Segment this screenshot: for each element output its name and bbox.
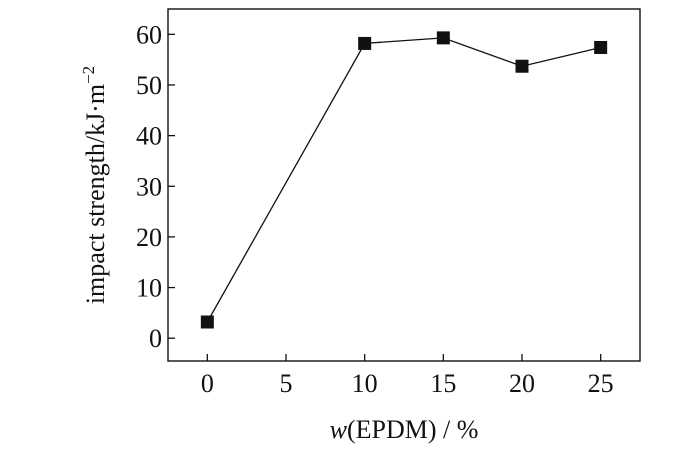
x-tick-label: 20 <box>509 369 535 398</box>
x-tick-label: 15 <box>430 369 456 398</box>
x-tick-label: 0 <box>201 369 214 398</box>
tick-labels: 0 10 20 30 40 50 60 0 5 10 15 20 25 <box>136 20 614 398</box>
data-point <box>594 40 608 54</box>
x-tick-label: 10 <box>352 369 378 398</box>
x-tick-label: 5 <box>280 369 293 398</box>
data-point <box>200 315 214 329</box>
series-markers <box>200 31 608 329</box>
x-tick-label: 25 <box>588 369 614 398</box>
y-axis-title-superscript: −2 <box>79 66 98 84</box>
x-axis-title-variable: w <box>330 415 348 444</box>
plot-frame <box>167 8 641 362</box>
y-tick-label: 30 <box>136 172 162 201</box>
data-point <box>358 36 372 50</box>
y-tick-label: 40 <box>136 122 162 151</box>
y-axis-title: impact strength/kJ·m−2 <box>79 66 110 304</box>
y-tick-label: 50 <box>136 71 162 100</box>
axis-ticks <box>168 33 602 361</box>
y-tick-label: 60 <box>136 20 162 49</box>
series-line <box>206 37 601 323</box>
y-tick-label: 0 <box>149 324 162 353</box>
y-tick-label: 20 <box>136 223 162 252</box>
y-tick-label: 10 <box>136 274 162 303</box>
x-axis-title-rest: (EPDM) / % <box>347 415 478 444</box>
y-axis-title-main: impact strength/kJ·m <box>81 84 110 304</box>
data-point <box>515 59 529 73</box>
data-point <box>436 31 450 45</box>
x-axis-title: w(EPDM) / % <box>330 415 479 444</box>
